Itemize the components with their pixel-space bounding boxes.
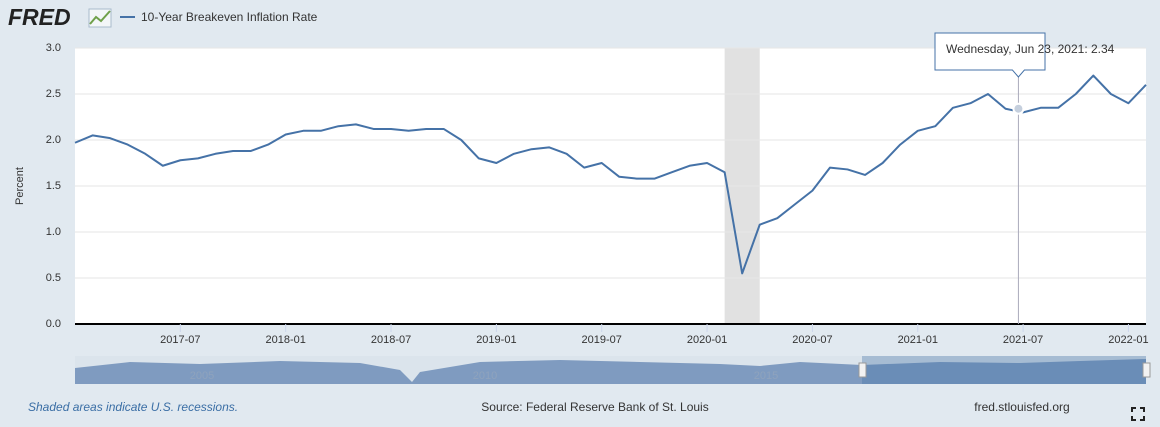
x-tick-label: 2019-01 [476, 334, 516, 346]
legend-label: 10-Year Breakeven Inflation Rate [141, 10, 318, 24]
navigator-label: 2010 [473, 370, 497, 382]
footer-note: Shaded areas indicate U.S. recessions. [28, 400, 238, 414]
navigator [75, 356, 1151, 384]
y-tick-label: 0.0 [46, 318, 61, 330]
y-tick-label: 0.5 [46, 272, 61, 284]
navigator-label: 2005 [190, 370, 214, 382]
tooltip-box [934, 32, 1046, 78]
footer-site: fred.stlouisfed.org [974, 400, 1069, 414]
x-tick-label: 2020-01 [687, 334, 727, 346]
x-tick-label: 2021-07 [1003, 334, 1043, 346]
x-tick-label: 2022-01 [1108, 334, 1148, 346]
x-tick-label: 2017-07 [160, 334, 200, 346]
y-tick-label: 1.0 [46, 226, 61, 238]
tooltip-label: Wednesday, Jun 23, 2021: [946, 42, 1088, 56]
logo-icon [88, 8, 112, 28]
footer-source: Source: Federal Reserve Bank of St. Loui… [481, 400, 708, 414]
y-tick-label: 3.0 [46, 42, 61, 54]
y-tick-label: 2.5 [46, 88, 61, 100]
tooltip-marker [1012, 102, 1025, 115]
navigator-label: 2015 [754, 370, 778, 382]
tooltip-value: 2.34 [1091, 42, 1115, 56]
data-line [74, 74, 1147, 275]
x-tick-label: 2020-07 [792, 334, 832, 346]
logo: FRED [8, 4, 71, 30]
x-tick-label: 2018-07 [371, 334, 411, 346]
y-tick-label: 1.5 [46, 180, 61, 192]
x-tick-label: 2021-01 [898, 334, 938, 346]
y-axis-label: Percent [14, 167, 26, 205]
fullscreen-icon[interactable] [1131, 407, 1145, 421]
tooltip-text: Wednesday, Jun 23, 2021: 2.34 [946, 42, 1115, 56]
x-tick-label: 2018-01 [266, 334, 306, 346]
y-tick-label: 2.0 [46, 134, 61, 146]
x-tick-label: 2019-07 [582, 334, 622, 346]
